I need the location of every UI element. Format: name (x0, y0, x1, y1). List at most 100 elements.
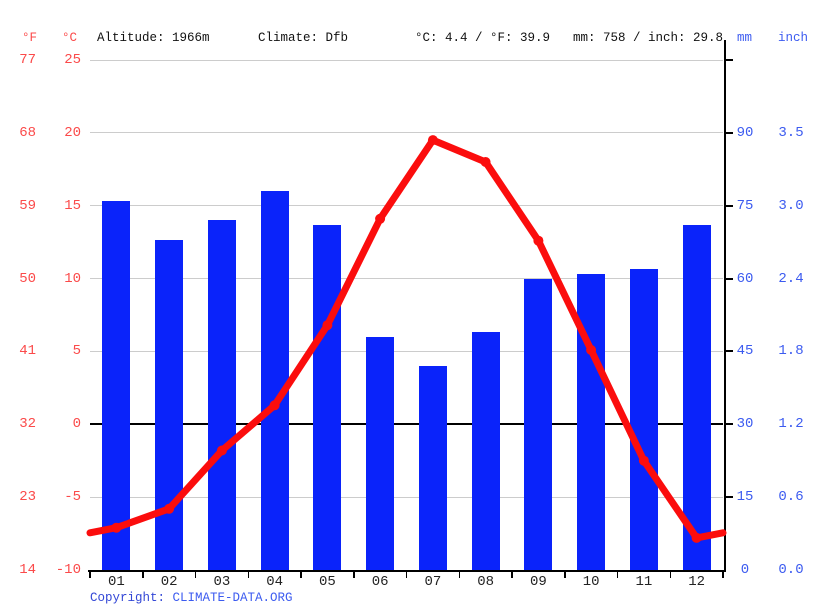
precipitation-bar-month-04 (260, 191, 289, 570)
celsius-tick-label: 5 (72, 343, 81, 360)
right-axis-tick (724, 131, 733, 134)
inch-tick-label: 0.6 (778, 489, 804, 506)
precipitation-bar-month-07 (418, 366, 447, 570)
precipitation-bar-month-08 (471, 332, 500, 570)
precipitation-bar-month-03 (207, 220, 236, 570)
mm-tick-label: 15 (736, 489, 754, 506)
celsius-tick-label: 0 (72, 416, 81, 433)
mm-tick-label: 45 (736, 343, 754, 360)
bottom-axis-tick (564, 572, 566, 578)
bottom-axis-tick (142, 572, 144, 578)
bottom-axis-tick (511, 572, 513, 578)
month-label-10: 10 (582, 574, 600, 590)
bottom-axis-tick (247, 572, 249, 578)
right-axis (724, 40, 726, 572)
copyright: Copyright: CLIMATE-DATA.ORG (90, 591, 293, 605)
header-fahrenheit-unit: °F (22, 31, 38, 45)
temperature-marker-month-09 (533, 235, 544, 246)
month-label-04: 04 (266, 574, 284, 590)
precipitation-bar-month-09 (524, 278, 553, 570)
inch-tick-label: 3.5 (778, 124, 804, 141)
header-inch-unit: inch (778, 31, 809, 45)
inch-tick-label: 2.4 (778, 270, 804, 287)
mm-tick-label: 75 (736, 197, 754, 214)
celsius-tick-label: 10 (64, 270, 81, 287)
month-label-09: 09 (529, 574, 547, 590)
celsius-tick-label: 15 (64, 197, 81, 214)
fahrenheit-tick-label: 41 (19, 343, 36, 360)
inch-tick-label: 3.0 (778, 197, 804, 214)
bottom-axis (88, 570, 726, 572)
header-climate-class: Climate: Dfb (258, 31, 349, 45)
inch-tick-label: 1.8 (778, 343, 804, 360)
copyright-label: Copyright: (90, 591, 166, 605)
fahrenheit-tick-label: 23 (19, 489, 36, 506)
gridline (90, 496, 723, 498)
bottom-axis-tick (89, 572, 91, 578)
month-label-02: 02 (160, 574, 178, 590)
bottom-axis-tick (458, 572, 460, 578)
header-altitude: Altitude: 1966m (97, 31, 210, 45)
bottom-axis-tick (353, 572, 355, 578)
header-temp-summary: °C: 4.4 / °F: 39.9 (415, 31, 551, 45)
right-axis-tick (724, 496, 733, 499)
bottom-axis-tick (722, 572, 724, 578)
fahrenheit-tick-label: 50 (19, 270, 36, 287)
right-axis-tick (724, 277, 733, 280)
fahrenheit-tick-label: 68 (19, 124, 36, 141)
month-label-05: 05 (318, 574, 336, 590)
gridline (90, 278, 723, 280)
right-axis-tick (724, 59, 733, 61)
bottom-axis-tick (300, 572, 302, 578)
precipitation-bar-month-11 (629, 268, 658, 570)
bottom-axis-tick (616, 572, 619, 578)
precipitation-bar-month-12 (682, 225, 711, 570)
header-celsius-unit: °C (62, 31, 78, 45)
precipitation-bar-month-10 (577, 273, 606, 570)
precipitation-bar-month-02 (155, 239, 184, 570)
inch-tick-label: 0.0 (778, 562, 804, 578)
celsius-tick-label: -10 (55, 562, 81, 578)
gridline (90, 59, 723, 61)
temperature-line (86, 136, 727, 542)
mm-tick-label: 0 (740, 562, 750, 578)
month-label-01: 01 (107, 574, 125, 590)
right-axis-tick (724, 204, 733, 207)
temperature-marker-month-06 (375, 213, 386, 224)
month-label-08: 08 (477, 574, 495, 590)
precipitation-bar-month-06 (366, 336, 395, 570)
precipitation-bar-month-01 (102, 200, 131, 570)
gridline (90, 132, 723, 134)
celsius-tick-label: 20 (64, 124, 81, 141)
bottom-axis-tick (405, 572, 408, 578)
fahrenheit-tick-label: 59 (19, 197, 36, 214)
zero-degree-line (90, 423, 723, 426)
right-axis-tick (724, 350, 733, 353)
inch-tick-label: 1.2 (778, 416, 804, 433)
bottom-axis-tick (669, 572, 671, 578)
precipitation-bar-month-05 (313, 225, 342, 570)
celsius-tick-label: -5 (64, 489, 81, 506)
header-mm-unit: mm (737, 31, 753, 45)
month-label-03: 03 (213, 574, 231, 590)
mm-tick-label: 60 (736, 270, 754, 287)
header-precip-summary: mm: 758 / inch: 29.8 (573, 31, 724, 45)
right-axis-tick (724, 423, 733, 426)
mm-tick-label: 90 (736, 124, 754, 141)
gridline (90, 205, 723, 207)
bottom-axis-tick (194, 572, 197, 578)
celsius-tick-label: 25 (64, 52, 81, 68)
month-label-06: 06 (371, 574, 389, 590)
climate-data-link[interactable]: CLIMATE-DATA.ORG (172, 591, 293, 605)
fahrenheit-tick-label: 32 (19, 416, 36, 433)
fahrenheit-tick-label: 77 (19, 52, 36, 68)
month-label-12: 12 (688, 574, 706, 590)
gridline (90, 350, 723, 352)
fahrenheit-tick-label: 14 (19, 562, 36, 578)
temperature-marker-month-08 (480, 157, 491, 167)
month-label-07: 07 (424, 574, 442, 590)
temperature-marker-month-07 (427, 135, 438, 146)
mm-tick-label: 30 (736, 416, 754, 433)
month-label-11: 11 (635, 574, 653, 590)
